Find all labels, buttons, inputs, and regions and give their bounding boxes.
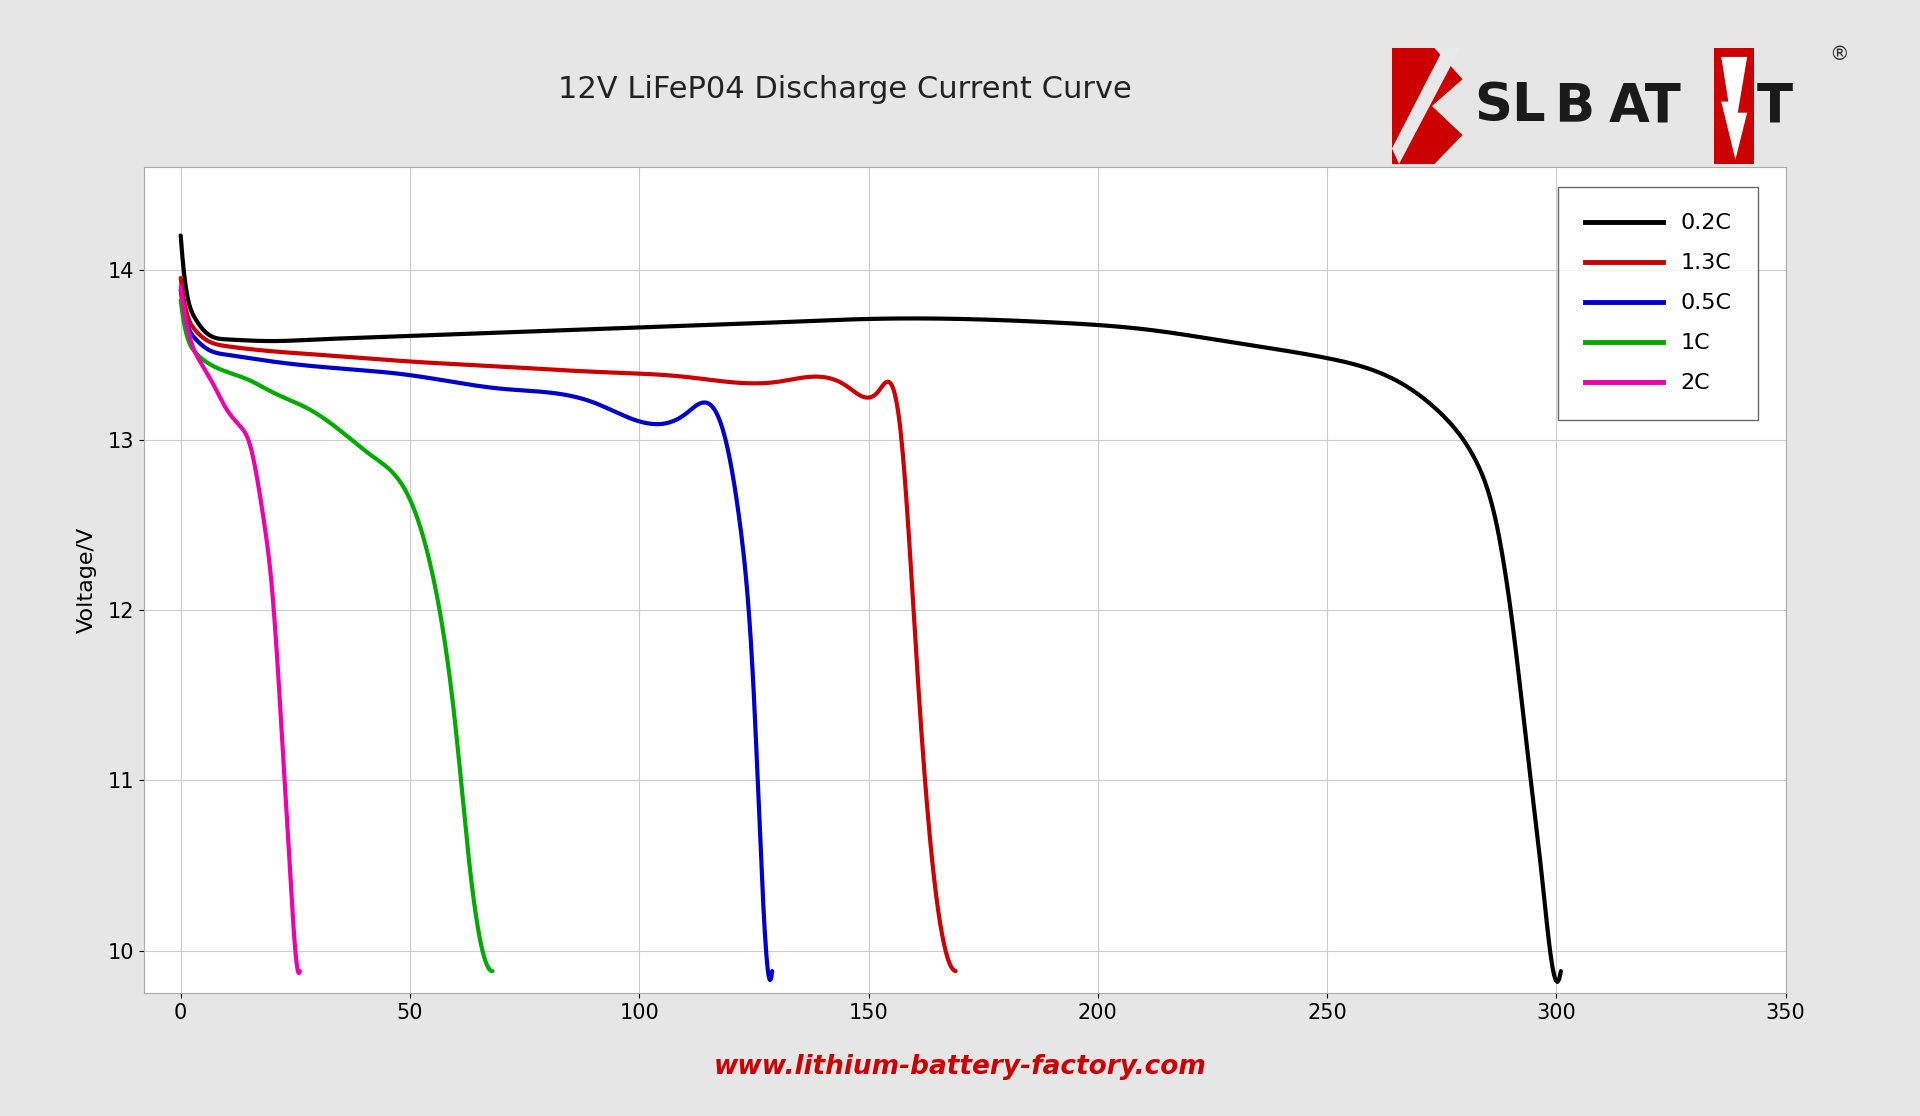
2C [288,964,311,978]
Text: www.lithium-battery-factory.com: www.lithium-battery-factory.com [714,1054,1206,1079]
0.5C [758,973,781,987]
2C [242,451,265,464]
Text: B: B [1555,80,1594,132]
1.3C [169,271,192,285]
0.2C [972,312,995,326]
0.5C [760,964,783,978]
Polygon shape [1392,48,1463,164]
1.3C [945,964,968,978]
Line: 1C: 1C [180,300,493,971]
1C [359,448,382,461]
1C [482,964,505,978]
Polygon shape [1720,57,1747,160]
1C [349,441,372,454]
Text: SL: SL [1475,80,1546,132]
Text: 12V LiFeP04 Discharge Current Curve: 12V LiFeP04 Discharge Current Curve [559,75,1131,104]
2C [273,752,296,766]
0.2C [1048,316,1071,329]
Line: 0.2C: 0.2C [180,235,1561,982]
0.5C [169,283,192,297]
1.3C [837,381,860,394]
1.3C [618,366,641,379]
1C [480,964,503,978]
2C [259,573,282,586]
Line: 1.3C: 1.3C [180,278,956,971]
Polygon shape [1715,48,1755,164]
1C [169,294,192,307]
Y-axis label: Voltage/V: Voltage/V [77,527,96,634]
Text: AT: AT [1609,80,1682,132]
1C [405,511,428,525]
0.5C [205,346,228,359]
2C [246,469,269,482]
0.5C [528,385,551,398]
0.5C [545,387,568,401]
0.2C [169,229,192,242]
0.2C [1549,964,1572,978]
0.2C [1215,335,1238,348]
1C [369,454,392,468]
1.3C [639,367,662,381]
0.2C [1546,975,1569,989]
Text: ®: ® [1830,45,1849,65]
1.3C [217,339,240,353]
1C [438,666,461,680]
2C [177,324,200,337]
2C [288,966,311,980]
0.2C [1006,314,1029,327]
0.5C [678,404,701,417]
2C [238,439,261,452]
Polygon shape [1392,48,1461,164]
0.2C [253,335,276,348]
Legend: 0.2C, 1.3C, 0.5C, 1C, 2C: 0.2C, 1.3C, 0.5C, 1C, 2C [1559,186,1759,420]
Text: T: T [1757,80,1793,132]
1.3C [662,369,685,383]
2C [169,280,192,294]
Line: 0.5C: 0.5C [180,290,772,980]
Line: 2C: 2C [180,287,300,973]
0.2C [1357,362,1380,375]
0.5C [513,384,536,397]
1.3C [756,376,780,389]
1C [188,350,211,364]
0.5C [618,412,641,425]
